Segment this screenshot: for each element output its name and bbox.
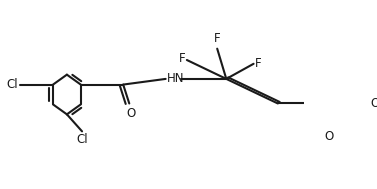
Text: O: O <box>325 130 334 143</box>
Text: F: F <box>179 52 185 65</box>
Text: Cl: Cl <box>76 133 88 146</box>
Text: F: F <box>214 32 221 45</box>
Text: F: F <box>255 57 262 70</box>
Text: HN: HN <box>167 72 185 85</box>
Text: O: O <box>126 107 135 120</box>
Text: Cl: Cl <box>6 78 18 91</box>
Text: O: O <box>370 97 377 110</box>
